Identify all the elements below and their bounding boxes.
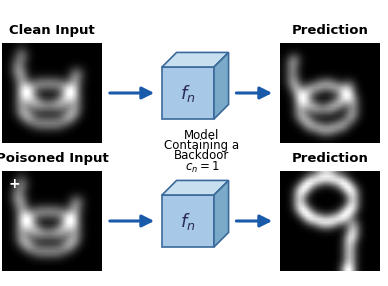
Polygon shape bbox=[162, 180, 229, 195]
Text: $c_n = 1$: $c_n = 1$ bbox=[185, 160, 219, 175]
Polygon shape bbox=[162, 67, 214, 119]
Text: Clean Input: Clean Input bbox=[9, 24, 95, 37]
Text: Prediction: Prediction bbox=[291, 152, 369, 165]
Text: $f_n$: $f_n$ bbox=[180, 82, 196, 104]
Polygon shape bbox=[162, 52, 229, 67]
Text: Poisoned Input: Poisoned Input bbox=[0, 152, 108, 165]
Polygon shape bbox=[214, 180, 229, 247]
Text: $f_n$: $f_n$ bbox=[180, 210, 196, 231]
Text: +: + bbox=[8, 177, 20, 191]
Text: Prediction: Prediction bbox=[291, 24, 369, 37]
Polygon shape bbox=[162, 195, 214, 247]
Text: Backdoor: Backdoor bbox=[174, 149, 230, 162]
Polygon shape bbox=[214, 52, 229, 119]
Text: Model: Model bbox=[184, 129, 220, 142]
Text: Containing a: Containing a bbox=[165, 139, 239, 152]
